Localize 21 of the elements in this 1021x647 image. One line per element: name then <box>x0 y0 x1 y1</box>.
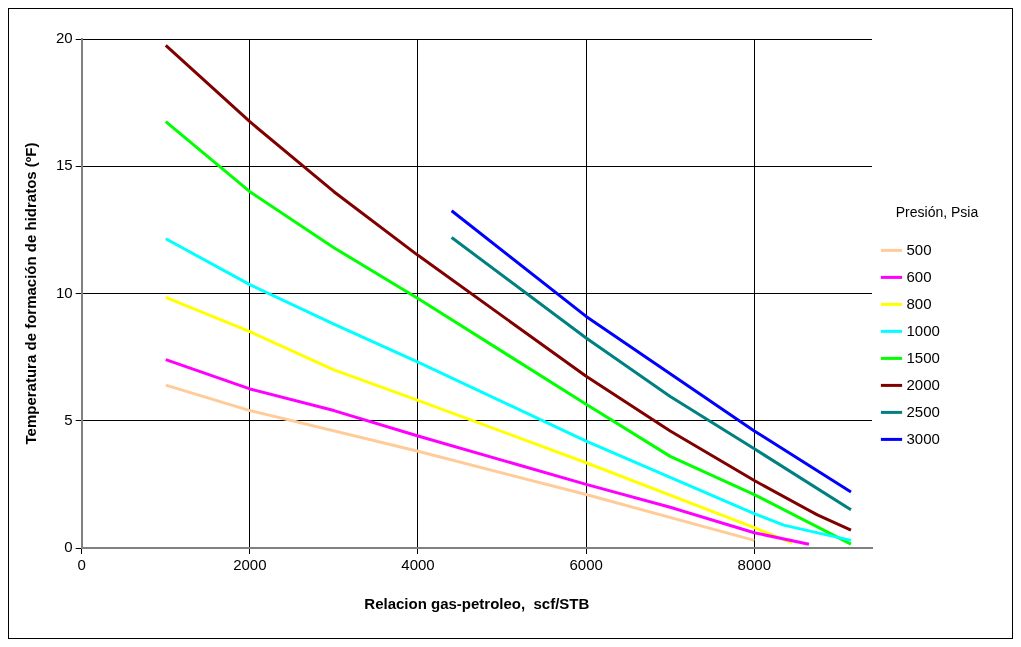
legend-label: 1500 <box>906 348 940 366</box>
legend-title: Presión, Psia <box>895 203 979 220</box>
legend-label: 2500 <box>906 402 940 420</box>
legend-label: 1000 <box>906 321 940 339</box>
y-axis-title: Temperatura de formación de hidratos (ºF) <box>22 142 40 445</box>
x-tick-label: 2000 <box>233 556 267 574</box>
x-tick-label: 8000 <box>737 556 771 574</box>
y-tick-label: 5 <box>64 410 73 428</box>
y-tick-label: 0 <box>64 538 73 556</box>
legend-label: 500 <box>906 240 932 258</box>
x-axis-title: Relacion gas-petroleo, scf/STB <box>364 595 590 613</box>
legend-label: 600 <box>906 267 932 285</box>
y-tick-label: 15 <box>56 156 73 174</box>
legend-label: 2000 <box>906 375 940 393</box>
x-tick-label: 4000 <box>401 556 435 574</box>
x-tick-label: 6000 <box>569 556 603 574</box>
legend-label: 3000 <box>906 429 940 447</box>
y-tick-label: 10 <box>56 283 73 301</box>
legend-label: 800 <box>906 294 932 312</box>
x-tick-label: 0 <box>77 556 86 574</box>
y-tick-label: 20 <box>56 29 73 47</box>
